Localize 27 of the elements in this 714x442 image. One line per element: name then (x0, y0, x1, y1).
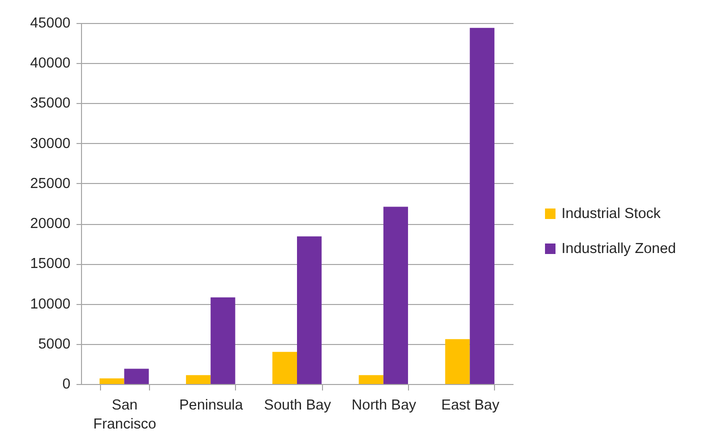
bar (124, 368, 149, 384)
x-tick-label: North Bay (352, 398, 417, 414)
bar (383, 206, 408, 384)
bar (210, 297, 236, 384)
bar (272, 352, 297, 384)
y-tick-label: 40000 (30, 56, 70, 72)
x-tick-label: East Bay (441, 398, 500, 414)
y-tick-label: 35000 (30, 96, 70, 112)
bar (100, 378, 124, 384)
legend-label: Industrially Zoned (562, 240, 676, 257)
bar (297, 236, 322, 384)
legend-label: Industrial Stock (562, 206, 662, 222)
y-tick-label: 15000 (30, 256, 70, 272)
y-tick-label: 30000 (30, 136, 70, 152)
bar (186, 375, 211, 384)
y-tick-label: 0 (62, 376, 70, 392)
y-tick-label: 25000 (30, 176, 70, 192)
bar (445, 339, 470, 384)
bar (470, 28, 494, 384)
y-tick-label: 20000 (30, 216, 70, 232)
bar (358, 375, 384, 384)
y-tick-label: 45000 (30, 16, 70, 32)
x-tick-label: San Francisco (93, 398, 156, 432)
x-tick-label: South Bay (264, 398, 332, 414)
y-tick-label: 10000 (30, 296, 70, 312)
x-tick-label: Peninsula (179, 398, 244, 414)
y-tick-label: 5000 (38, 336, 70, 352)
